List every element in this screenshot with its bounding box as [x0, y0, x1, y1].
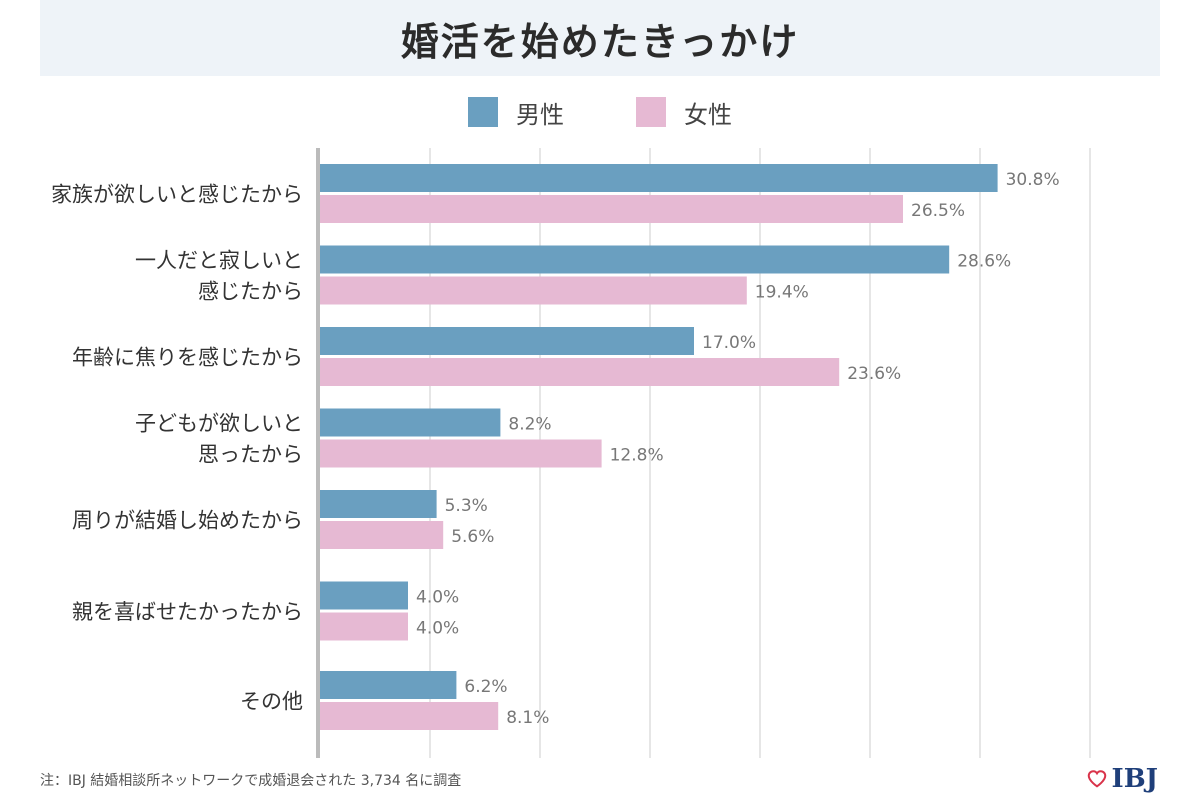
bar-male: [320, 490, 437, 518]
value-label-female: 4.0%: [416, 619, 459, 639]
bar-male: [320, 327, 694, 355]
bar-female: [320, 702, 499, 730]
legend-item-male: 男性: [468, 95, 564, 130]
value-label-female: 26.5%: [911, 201, 965, 221]
bar-male: [320, 581, 408, 610]
legend: 男性 女性: [0, 92, 1200, 132]
legend-swatch-male: [468, 97, 498, 127]
legend-item-female: 女性: [636, 95, 732, 130]
bar-male: [320, 245, 950, 274]
value-label-male: 6.2%: [464, 677, 507, 697]
category-label: 親を喜ばせたかったから: [72, 600, 303, 624]
chart-title: 婚活を始めたきっかけ: [400, 19, 800, 64]
value-label-female: 19.4%: [755, 283, 809, 303]
value-label-female: 5.6%: [451, 527, 494, 547]
value-label-male: 8.2%: [508, 415, 551, 435]
category-label: 年齢に焦りを感じたから: [72, 346, 303, 370]
legend-label-male: 男性: [516, 100, 564, 129]
title-banner: 婚活を始めたきっかけ: [40, 0, 1160, 76]
bar-female: [320, 276, 747, 305]
bar-female: [320, 195, 903, 223]
bar-female: [320, 358, 840, 386]
value-label-female: 8.1%: [506, 708, 549, 728]
value-label-male: 17.0%: [702, 333, 756, 353]
category-label: 家族が欲しいと感じたから: [51, 183, 303, 207]
legend-swatch-female: [636, 97, 666, 127]
category-label: 思ったから: [198, 443, 303, 467]
value-label-male: 28.6%: [957, 252, 1011, 272]
logo-text: IBJ: [1111, 764, 1158, 794]
bar-female: [320, 439, 602, 468]
category-label: 子どもが欲しいと: [135, 412, 303, 436]
category-label: その他: [240, 690, 303, 714]
bar-male: [320, 671, 457, 699]
bar-female: [320, 521, 444, 549]
value-label-female: 12.8%: [610, 446, 664, 466]
bar-male: [320, 408, 501, 437]
value-label-male: 5.3%: [445, 496, 488, 516]
category-label: 周りが結婚し始めたから: [72, 509, 303, 533]
value-label-female: 23.6%: [847, 364, 901, 384]
value-label-male: 30.8%: [1006, 170, 1060, 190]
ibj-logo: IBJ: [1086, 764, 1158, 794]
value-label-male: 4.0%: [416, 588, 459, 608]
heart-outline-icon: [1087, 770, 1106, 788]
bar-male: [320, 164, 998, 192]
category-label: 一人だと寂しいと: [135, 249, 303, 273]
bar-female: [320, 612, 408, 641]
category-label: 感じたから: [198, 280, 303, 304]
footnote: 注：IBJ 結婚相談所ネットワークで成婚退会された 3,734 名に調査: [40, 773, 462, 789]
legend-label-female: 女性: [684, 100, 732, 129]
